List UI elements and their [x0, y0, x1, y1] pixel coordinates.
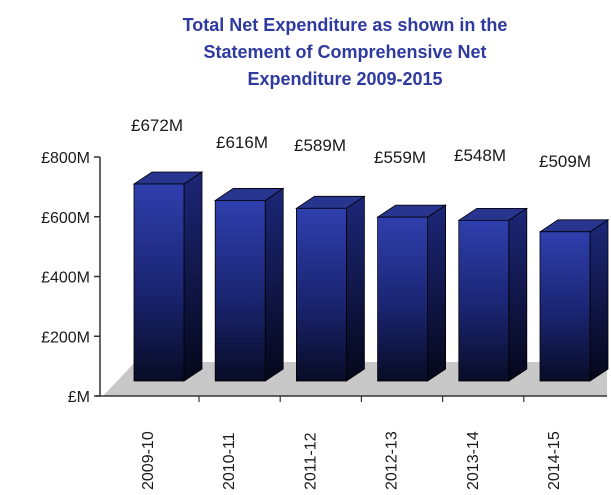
category-label-2011-12: 2011-12 — [302, 432, 319, 490]
bar-side-face — [345, 195, 365, 382]
y-tick-label: £400M — [41, 270, 90, 287]
bar-2012-13 — [376, 204, 447, 382]
data-label-2012-13: £559M — [374, 148, 426, 167]
bar-front-face — [377, 216, 429, 382]
bar-2009-10 — [132, 171, 204, 382]
chart-title-line-1: Total Net Expenditure as shown in the — [183, 15, 508, 35]
bar-front-face — [295, 207, 347, 382]
bar-2011-12 — [295, 195, 366, 382]
chart-title-line-2: Statement of Comprehensive Net — [203, 42, 486, 62]
category-label-2013-14: 2013-14 — [465, 431, 482, 490]
bar-2014-15 — [538, 219, 610, 382]
category-label-2009-10: 2009-10 — [140, 431, 157, 490]
y-tick-label: £600M — [41, 210, 90, 227]
y-axis: £M £200M £400M £600M £800M — [41, 150, 101, 406]
data-label-2010-11: £616M — [216, 133, 268, 152]
bar-2010-11 — [213, 187, 285, 382]
bar-side-face — [183, 171, 203, 382]
bar-side-face — [264, 187, 284, 382]
chart-title-line-3: Expenditure 2009-2015 — [247, 69, 442, 89]
y-tick-label: £200M — [41, 329, 90, 346]
bar-front-face — [539, 231, 591, 382]
bar-2013-14 — [457, 207, 529, 382]
y-tick-label: £M — [68, 389, 90, 406]
bar-front-face — [214, 200, 266, 382]
data-labels-group: £672M £616M £589M £559M £548M £509M — [131, 116, 591, 171]
bar-front-face — [133, 183, 185, 382]
bars-group — [132, 171, 610, 382]
category-labels-group: 2009-10 2010-11 2011-12 2012-13 2013-14 2014-… — [140, 396, 563, 490]
bar-side-face — [508, 207, 528, 382]
data-label-2013-14: £548M — [454, 146, 506, 165]
data-label-2009-10: £672M — [131, 116, 183, 135]
category-label-2010-11: 2010-11 — [221, 432, 238, 490]
bar-front-face — [458, 219, 510, 382]
bar-side-face — [589, 219, 609, 382]
bar-side-face — [427, 204, 447, 382]
data-label-2014-15: £509M — [539, 152, 591, 171]
category-label-2014-15: 2014-15 — [546, 431, 563, 490]
category-label-2012-13: 2012-13 — [384, 431, 401, 490]
data-label-2011-12: £589M — [294, 136, 346, 155]
y-tick-label: £800M — [41, 150, 90, 167]
